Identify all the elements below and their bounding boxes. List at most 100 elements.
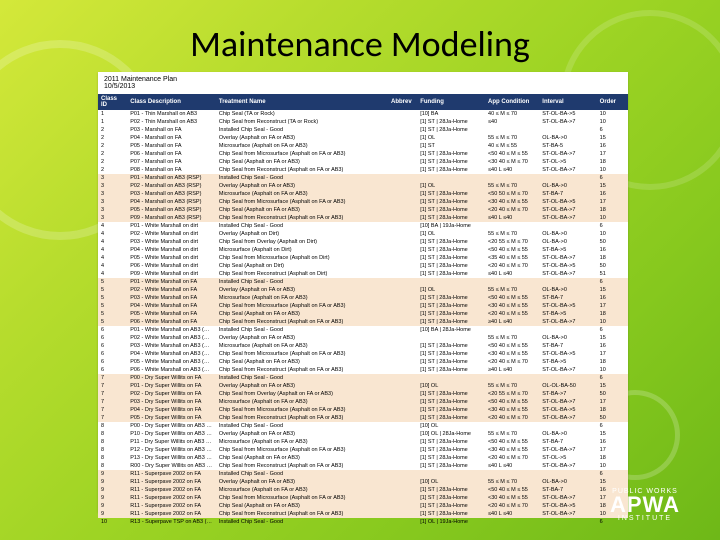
cell: OL-BA->0 (539, 334, 596, 342)
cell (485, 174, 539, 182)
cell: 8 (98, 454, 127, 462)
cell: Chip Seal from Reconstruct (Asphalt on F… (216, 462, 388, 470)
cell (388, 478, 417, 486)
table-row: 9R11 - Superpave 2002 on FAOverlay (Asph… (98, 478, 628, 486)
table-row: 3P09 - Marshall on AB3 (RSP)Chip Seal fr… (98, 214, 628, 222)
cell (388, 398, 417, 406)
cell: 10 (98, 518, 127, 526)
cell (539, 518, 596, 526)
cell: 40 ≤ M ≤ 70 (485, 110, 539, 118)
cell: [1] ST | 28Ja-Home (417, 302, 485, 310)
cell: 18 (597, 310, 628, 318)
cell: [1] ST | 28Ja-Home (417, 238, 485, 246)
cell: 5 (98, 294, 127, 302)
cell: [1] ST | 28Ja-Home (417, 342, 485, 350)
cell: [1] OL (417, 182, 485, 190)
cell: <20 55 ≤ M ≤ 70 (485, 238, 539, 246)
cell: 4 (98, 246, 127, 254)
cell: ≤40 (485, 118, 539, 126)
cell: [10] BA | 28Ja-Home (417, 326, 485, 334)
cell: 7 (98, 414, 127, 422)
cell: 4 (98, 222, 127, 230)
cell: ST-OL-BA->5 (539, 198, 596, 206)
cell: [1] ST | 28Ja-Home (417, 462, 485, 470)
cell: 17 (597, 302, 628, 310)
cell: 15 (597, 286, 628, 294)
cell: ST-OL-BA->7 (539, 214, 596, 222)
table-row: 7P01 - Dry Super Willits on FAOverlay (A… (98, 382, 628, 390)
cell: Overlay (Asphalt on FA or AB3) (216, 182, 388, 190)
cell (539, 174, 596, 182)
cell: P01 - Dry Super Willits on FA (127, 382, 216, 390)
cell: P02 - White Marshall on dirt (127, 230, 216, 238)
cell: 4 (98, 230, 127, 238)
table-row: 2P08 - Marshall on FAChip Seal from Reco… (98, 166, 628, 174)
cell (388, 502, 417, 510)
cell: Chip Seal from Overlay (Asphalt on FA or… (216, 390, 388, 398)
cell (388, 494, 417, 502)
cell: P04 - White Marshall on AB3 (RSP) (127, 350, 216, 358)
cell (417, 334, 485, 342)
cell: ST-OL-BA->7 (539, 494, 596, 502)
cell: 55 ≤ M ≤ 70 (485, 286, 539, 294)
cell: Chip Seal (TA or Rock) (216, 110, 388, 118)
cell (485, 518, 539, 526)
col-header: Interval (539, 94, 596, 110)
cell (388, 390, 417, 398)
cell: 5 (98, 302, 127, 310)
cell: 50 (597, 238, 628, 246)
cell: 18 (597, 206, 628, 214)
cell: ≤40 L ≤40 (485, 510, 539, 518)
cell: <50 40 ≤ M ≤ 55 (485, 398, 539, 406)
cell: Chip Seal (Asphalt on FA or AB3) (216, 502, 388, 510)
cell: P04 - Marshall on AB3 (RSP) (127, 198, 216, 206)
cell (539, 326, 596, 334)
cell: [1] ST | 28Ja-Home (417, 158, 485, 166)
cell (388, 342, 417, 350)
cell: <50 40 ≤ M ≤ 55 (485, 438, 539, 446)
cell: P06 - Marshall on FA (127, 150, 216, 158)
cell: ST-OL-BA->5 (539, 262, 596, 270)
cell: OL-BA->0 (539, 430, 596, 438)
cell (388, 230, 417, 238)
cell: 17 (597, 150, 628, 158)
cell (388, 150, 417, 158)
cell: 9 (98, 502, 127, 510)
logo-bottom-text: INSTITUTE (610, 515, 680, 522)
cell: P00 - Dry Super Willits on AB3 (RSP) (127, 422, 216, 430)
cell: 3 (98, 190, 127, 198)
cell: Overlay (Asphalt on FA or AB3) (216, 334, 388, 342)
cell: Chip Seal from Microsurface (Asphalt on … (216, 302, 388, 310)
cell: 2 (98, 134, 127, 142)
cell: Microsurface (Asphalt on Dirt) (216, 246, 388, 254)
cell: [1] ST | 28Ja-Home (417, 366, 485, 374)
cell: ST-BA-7 (539, 486, 596, 494)
cell: ≤40 L ≤40 (485, 462, 539, 470)
cell: ≤40 L ≤40 (485, 214, 539, 222)
cell: 7 (98, 382, 127, 390)
cell: 5 (98, 278, 127, 286)
cell: ≤40 L ≤40 (485, 270, 539, 278)
table-row: 4P09 - White Marshall on dirtChip Seal f… (98, 270, 628, 278)
cell: OL-BA->0 (539, 182, 596, 190)
cell: 9 (98, 486, 127, 494)
cell (388, 190, 417, 198)
cell (388, 222, 417, 230)
cell: Microsurface (Asphalt on FA or AB3) (216, 438, 388, 446)
cell: Chip Seal (Asphalt on FA or AB3) (216, 310, 388, 318)
cell: ST-BA-7 (539, 438, 596, 446)
cell: 50 (597, 262, 628, 270)
cell: 16 (597, 246, 628, 254)
cell: OL-BA->0 (539, 286, 596, 294)
cell: 17 (597, 350, 628, 358)
cell: ST-BA-7 (539, 342, 596, 350)
cell: P05 - Marshall on AB3 (RSP) (127, 206, 216, 214)
cell (388, 470, 417, 478)
cell: Chip Seal from Reconstruct (TA or Rock) (216, 118, 388, 126)
table-row: 9R11 - Superpave 2002 on FAMicrosurface … (98, 486, 628, 494)
cell: [1] ST | 28Ja-Home (417, 414, 485, 422)
cell: [1] ST | 28Ja-Home (417, 438, 485, 446)
cell: <50 40 ≤ M ≤ 55 (485, 486, 539, 494)
col-header: Treatment Name (216, 94, 388, 110)
table-row: 8P11 - Dry Super Willits on AB3 (RSP)Mic… (98, 438, 628, 446)
